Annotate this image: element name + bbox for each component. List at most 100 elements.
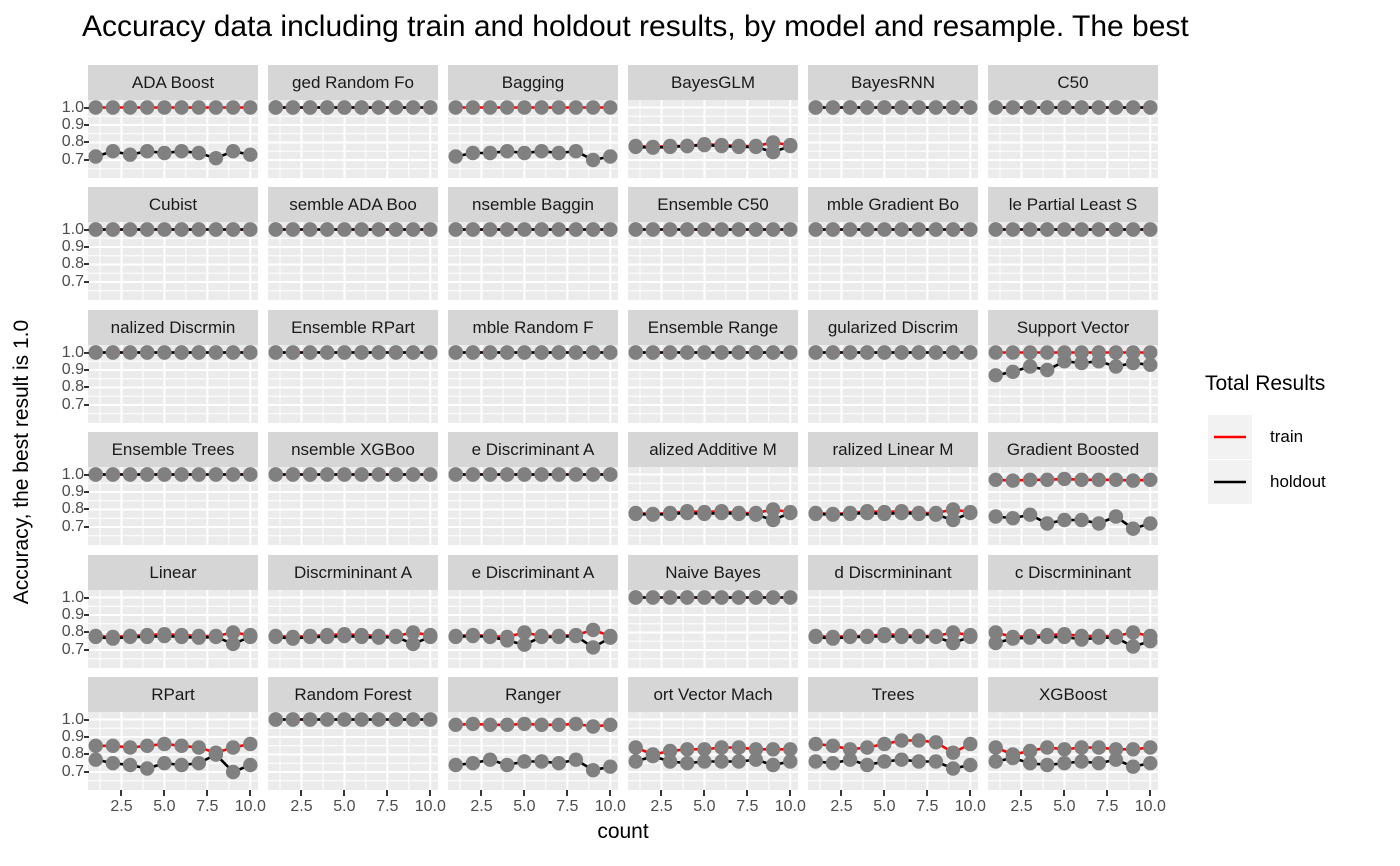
data-points xyxy=(448,467,618,482)
holdout-line xyxy=(455,634,611,649)
data-points xyxy=(808,100,978,115)
holdout-line xyxy=(95,752,251,774)
facet-nsemble-xgboo: nsemble XGBoo xyxy=(268,432,438,545)
train-line xyxy=(815,739,971,755)
facet-rpart: RPart xyxy=(88,677,258,790)
facet-strip-label: Linear xyxy=(88,555,258,590)
facet-bagging: Bagging xyxy=(448,65,618,178)
facet-linear: Linear xyxy=(88,555,258,668)
facet-panel xyxy=(448,222,618,300)
x-tick-label: 2.5 xyxy=(470,798,493,815)
x-tick-label: 7.5 xyxy=(916,798,939,815)
facet-strip-label: e Discriminant A xyxy=(448,555,618,590)
facet-strip-label: BayesGLM xyxy=(628,65,798,100)
data-points xyxy=(268,712,438,727)
facet-strip-label: Ensemble Trees xyxy=(88,432,258,467)
facet-le-partial-least-s: le Partial Least S xyxy=(988,187,1158,300)
y-tick-mark xyxy=(84,614,89,616)
facet-cubist: Cubist xyxy=(88,187,258,300)
data-points xyxy=(448,222,618,237)
y-tick-label: 1.0 xyxy=(61,343,84,361)
y-axis-title: Accuracy, the best result is 1.0 xyxy=(10,319,33,605)
x-tick-label: 5.0 xyxy=(693,798,716,815)
facet-e-discriminant-a: e Discriminant A xyxy=(448,432,618,545)
facet-panel xyxy=(988,590,1158,668)
y-tick-label: 0.8 xyxy=(61,500,84,518)
facet-strip-label: alized Additive M xyxy=(628,432,798,467)
facet-strip-label: nalized Discrmin xyxy=(88,310,258,345)
facet-panel xyxy=(808,590,978,668)
x-tick-label: 7.5 xyxy=(1096,798,1119,815)
facet-panel xyxy=(88,100,258,178)
holdout-line xyxy=(455,149,611,162)
facet-strip-label: le Partial Least S xyxy=(988,187,1158,222)
data-points xyxy=(988,625,1158,654)
x-tick-mark xyxy=(789,790,792,796)
data-points xyxy=(268,345,438,360)
y-tick-mark xyxy=(84,736,89,738)
x-tick-label: 5.0 xyxy=(1053,798,1076,815)
facet-strip-label: ort Vector Mach xyxy=(628,677,798,712)
y-tick-mark xyxy=(84,351,89,354)
holdout-line xyxy=(635,511,791,522)
data-points xyxy=(268,467,438,482)
data-points xyxy=(628,590,798,605)
data-points xyxy=(88,467,258,482)
facet-strip-label: Random Forest xyxy=(268,677,438,712)
x-tick-label: 5.0 xyxy=(333,798,356,815)
facet-strip-label: semble ADA Boo xyxy=(268,187,438,222)
y-tick-label: 1.0 xyxy=(61,588,84,606)
x-tick-label: 2.5 xyxy=(110,798,133,815)
data-points xyxy=(628,740,798,773)
facet-panel xyxy=(808,345,978,423)
facet-strip-label: Ensemble C50 xyxy=(628,187,798,222)
x-tick-label: 7.5 xyxy=(556,798,579,815)
facet-random-forest: Random Forest xyxy=(268,677,438,790)
data-points xyxy=(88,736,258,780)
holdout-line xyxy=(995,513,1151,531)
data-points xyxy=(628,345,798,360)
data-points xyxy=(448,622,618,655)
facet-panel xyxy=(628,100,798,178)
facet-panel xyxy=(808,222,978,300)
facet-panel xyxy=(988,467,1158,545)
facet-panel xyxy=(268,100,438,178)
data-points xyxy=(808,733,978,776)
facet-bayesrnn: BayesRNN xyxy=(808,65,978,178)
facet-panel xyxy=(448,345,618,423)
y-tick-label: 0.9 xyxy=(61,238,84,255)
facet-strip-label: e Discriminant A xyxy=(448,432,618,467)
plot-title: Accuracy data including train and holdou… xyxy=(82,10,1189,43)
legend-key-holdout xyxy=(1208,459,1252,504)
facet-panel xyxy=(808,712,978,790)
y-tick-label: 0.9 xyxy=(61,361,84,378)
y-tick-label: 0.7 xyxy=(61,517,84,535)
x-tick-mark xyxy=(1063,790,1066,796)
facet-strip-label: mble Random F xyxy=(448,310,618,345)
y-tick-mark xyxy=(84,631,89,634)
facet-panel xyxy=(88,590,258,668)
data-points xyxy=(268,100,438,115)
y-tick-label: 0.9 xyxy=(61,728,84,745)
facet-strip-label: ADA Boost xyxy=(88,65,258,100)
data-points xyxy=(268,625,438,652)
y-tick-mark xyxy=(84,106,89,109)
facet-panel xyxy=(988,100,1158,178)
facet-panel xyxy=(448,100,618,178)
facet-strip-label: nsemble XGBoo xyxy=(268,432,438,467)
y-tick-label: 0.8 xyxy=(61,133,84,151)
facet-panel xyxy=(628,712,798,790)
facet-strip-label: Trees xyxy=(808,677,978,712)
x-tick-mark xyxy=(523,790,526,796)
facet-strip-label: gularized Discrim xyxy=(808,310,978,345)
y-tick-mark xyxy=(84,770,89,773)
holdout-line xyxy=(455,758,611,772)
facet-xgboost: XGBoost xyxy=(988,677,1158,790)
facet-panel xyxy=(268,345,438,423)
data-points xyxy=(628,222,798,237)
y-tick-label: 1.0 xyxy=(61,710,84,728)
train-line-key-icon xyxy=(1214,435,1246,438)
data-points xyxy=(988,471,1158,536)
legend-label-train: train xyxy=(1270,426,1304,446)
